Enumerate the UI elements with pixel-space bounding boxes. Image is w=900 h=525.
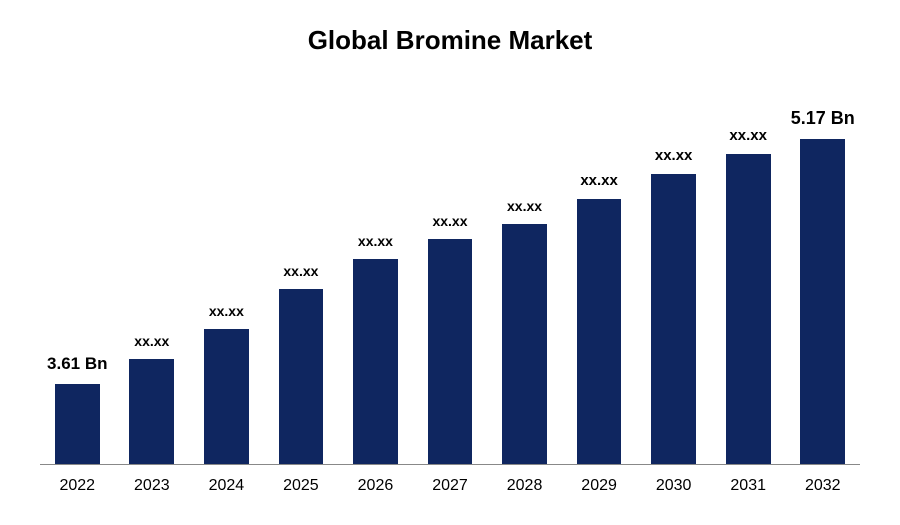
x-axis-label: 2027	[413, 477, 488, 495]
bar-value-label: xx.xx	[507, 198, 542, 214]
bar-value-label: 3.61 Bn	[47, 354, 107, 374]
chart-title: Global Bromine Market	[0, 0, 900, 56]
x-axis-label: 2030	[636, 477, 711, 495]
bar	[428, 239, 473, 464]
x-axis-label: 2032	[785, 477, 860, 495]
bar	[279, 289, 324, 464]
x-axis-label: 2031	[711, 477, 786, 495]
x-axis-label: 2026	[338, 477, 413, 495]
bar-value-label: 5.17 Bn	[791, 108, 855, 129]
bar-group: xx.xx	[711, 90, 786, 464]
bar	[577, 199, 622, 464]
bar	[204, 329, 249, 464]
bar-value-label: xx.xx	[729, 127, 767, 144]
bar-group: 3.61 Bn	[40, 90, 115, 464]
x-axis-label: 2022	[40, 477, 115, 495]
x-axis: 2022202320242025202620272028202920302031…	[40, 477, 860, 495]
x-axis-label: 2025	[264, 477, 339, 495]
bar	[651, 174, 696, 464]
bar	[726, 154, 771, 464]
bar-value-label: xx.xx	[655, 147, 693, 164]
bar-value-label: xx.xx	[283, 263, 318, 279]
bar-group: xx.xx	[264, 90, 339, 464]
bar-group: xx.xx	[487, 90, 562, 464]
bar	[129, 359, 174, 464]
bar-value-label: xx.xx	[580, 172, 618, 189]
bar	[502, 224, 547, 464]
bar-group: xx.xx	[636, 90, 711, 464]
x-axis-label: 2023	[115, 477, 190, 495]
bar-group: xx.xx	[338, 90, 413, 464]
bar-group: xx.xx	[115, 90, 190, 464]
x-axis-label: 2024	[189, 477, 264, 495]
bar-value-label: xx.xx	[209, 303, 244, 319]
bar	[55, 384, 100, 464]
bar-group: xx.xx	[413, 90, 488, 464]
bar	[353, 259, 398, 464]
bar-value-label: xx.xx	[134, 333, 169, 349]
chart-area: 3.61 Bn xx.xx xx.xx xx.xx xx.xx xx.xx xx.xx xx.…	[40, 90, 860, 465]
x-axis-label: 2028	[487, 477, 562, 495]
bar	[800, 139, 845, 464]
bar-group: xx.xx	[189, 90, 264, 464]
x-axis-label: 2029	[562, 477, 637, 495]
bar-value-label: xx.xx	[358, 233, 393, 249]
bar-value-label: xx.xx	[432, 213, 467, 229]
bar-group: 5.17 Bn	[785, 90, 860, 464]
bar-group: xx.xx	[562, 90, 637, 464]
